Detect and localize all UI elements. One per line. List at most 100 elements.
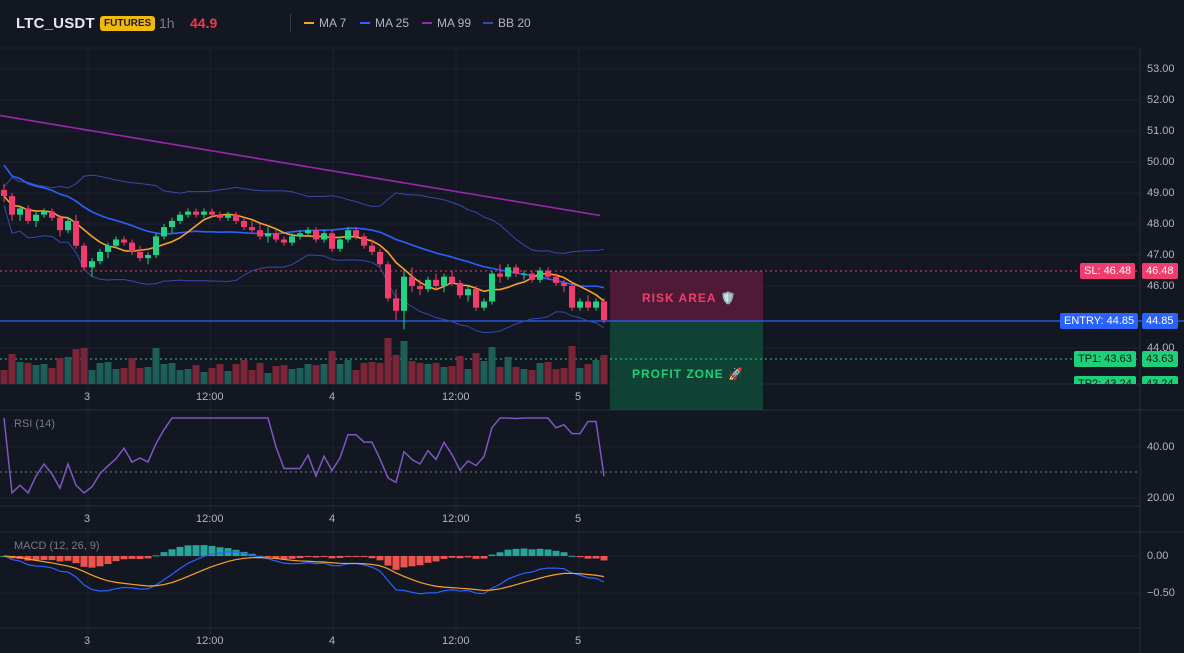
volume-bar xyxy=(104,362,112,384)
candle-body xyxy=(537,270,543,280)
volume-bar xyxy=(168,363,176,384)
macd-hist-bar xyxy=(168,549,176,556)
volume-bar xyxy=(328,351,336,384)
candle-body xyxy=(185,211,191,215)
macd-hist-bar xyxy=(40,556,48,560)
macd-hist-bar xyxy=(312,556,320,558)
macd-tick: −0.50 xyxy=(1147,587,1175,599)
volume-bar xyxy=(344,360,352,384)
volume-bar xyxy=(488,347,496,384)
macd-hist-bar xyxy=(280,556,288,560)
volume-bar xyxy=(304,364,312,384)
time-label: 12:00 xyxy=(196,513,224,525)
volume-bar xyxy=(128,358,136,384)
macd-hist-bar xyxy=(416,556,424,566)
last-price: 44.9 xyxy=(190,15,218,31)
macd-hist-bar xyxy=(200,545,208,556)
risk-area-box xyxy=(610,271,763,322)
candle-body xyxy=(129,242,135,252)
candle-body xyxy=(569,286,575,308)
price-tick: 50.00 xyxy=(1147,156,1175,168)
macd-signal-line xyxy=(3,555,605,592)
legend-ma25-label: MA 25 xyxy=(375,16,410,30)
candle-body xyxy=(505,267,511,277)
volume-bar xyxy=(368,362,376,384)
price-tick: 49.00 xyxy=(1147,187,1175,199)
candle-body xyxy=(233,214,239,221)
candle-body xyxy=(105,245,111,252)
macd-tick: 0.00 xyxy=(1147,550,1169,562)
rsi-line xyxy=(3,417,605,495)
macd-hist-bar xyxy=(112,556,120,562)
macd-hist-bar xyxy=(272,556,280,559)
macd-hist-bar xyxy=(496,552,504,556)
price-tick: 53.00 xyxy=(1147,63,1175,75)
macd-hist-bar xyxy=(552,550,560,556)
volume-bar xyxy=(216,364,224,384)
macd-hist-bar xyxy=(576,556,584,558)
candle-body xyxy=(553,276,559,283)
candle-body xyxy=(57,217,63,231)
macd-hist-bar xyxy=(448,556,456,558)
candle-body xyxy=(145,255,151,259)
profit-zone-label: PROFIT ZONE 🚀 xyxy=(632,367,744,381)
legend-ma25[interactable]: MA 25 xyxy=(360,16,409,30)
volume-bar xyxy=(592,360,600,384)
candle-body xyxy=(193,211,199,215)
price-candles xyxy=(1,183,607,330)
macd-hist-bar xyxy=(72,556,80,564)
volume-bar xyxy=(320,364,328,384)
candle-body xyxy=(281,239,287,243)
candle-body xyxy=(65,220,71,231)
volume-bar xyxy=(80,348,88,384)
symbol-name[interactable]: LTC_USDT xyxy=(16,15,95,32)
volume-bar xyxy=(296,368,304,384)
macd-hist-bar xyxy=(184,545,192,556)
macd-title[interactable]: MACD (12, 26, 9) xyxy=(14,540,100,552)
volume-bar xyxy=(112,369,120,384)
legend-bb20[interactable]: BB 20 xyxy=(483,16,531,30)
volume-bar xyxy=(264,373,272,384)
volume-bar xyxy=(192,365,200,384)
macd-hist-bar xyxy=(408,556,416,567)
macd-hist-bar xyxy=(176,546,184,556)
macd-hist-bar xyxy=(520,548,528,556)
volume-bar xyxy=(424,364,432,384)
rsi-title[interactable]: RSI (14) xyxy=(14,418,55,430)
macd-hist-bar xyxy=(536,548,544,556)
macd-hist-bar xyxy=(192,545,200,556)
candle-body xyxy=(177,214,183,221)
candle-body xyxy=(73,220,79,246)
sl-tag: SL: 46.48 xyxy=(1080,263,1136,279)
legend-ma7[interactable]: MA 7 xyxy=(304,16,346,30)
ma25-swatch xyxy=(360,22,370,24)
macd-hist-bar xyxy=(432,556,440,562)
candle-body xyxy=(241,220,247,228)
candle-body xyxy=(225,214,231,218)
time-label: 5 xyxy=(575,635,582,647)
candle-body xyxy=(305,230,311,234)
candle-body xyxy=(513,267,519,274)
volume-bar xyxy=(160,364,168,384)
interval-selector[interactable]: 1h xyxy=(159,15,175,31)
bb20-swatch xyxy=(483,22,493,24)
volume-bar xyxy=(272,366,280,384)
volume-bar xyxy=(584,364,592,384)
candle-body xyxy=(17,208,23,215)
legend-ma99[interactable]: MA 99 xyxy=(422,16,471,30)
volume-bar xyxy=(384,338,392,384)
candle-body xyxy=(393,298,399,311)
volume-bar xyxy=(560,368,568,384)
volume-bar xyxy=(8,354,16,384)
macd-hist-bar xyxy=(160,552,168,556)
legend-ma99-label: MA 99 xyxy=(437,16,472,30)
candle-body xyxy=(441,276,447,286)
chart-header: LTC_USDT FUTURES 1h 44.9 MA 7 MA 25 MA 9… xyxy=(0,0,1184,48)
macd-hist-bar xyxy=(376,556,384,561)
volume-bar xyxy=(288,369,296,384)
candle-body xyxy=(497,273,503,277)
candle-body xyxy=(249,227,255,231)
volume-bar xyxy=(416,363,424,384)
macd-hist-bar xyxy=(400,556,408,568)
